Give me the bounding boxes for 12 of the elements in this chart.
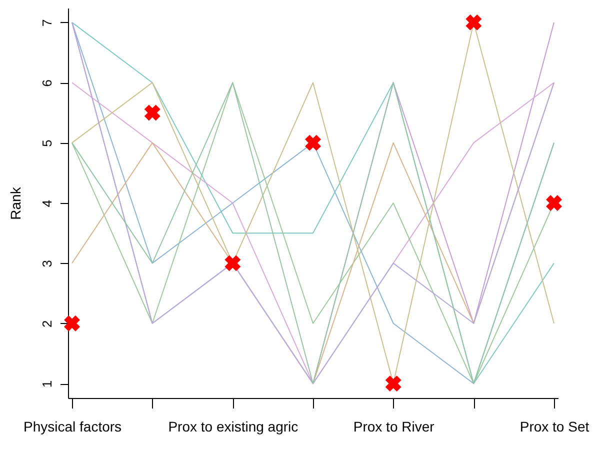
y-tick-label: 7 <box>40 19 54 27</box>
y-tick-label: 5 <box>40 140 54 147</box>
y-tick-label: 3 <box>40 260 54 268</box>
y-tick-label: 4 <box>40 200 54 208</box>
x-tick-label: Prox to existing agric <box>168 418 298 434</box>
x-tick-label: Prox to River <box>353 418 435 434</box>
y-tick-label: 2 <box>40 320 54 328</box>
x-tick-label: Physical factors <box>23 418 122 434</box>
y-axis-title: Rank <box>8 186 24 220</box>
y-tick-label: 1 <box>40 380 54 388</box>
y-tick-label: 6 <box>40 80 54 87</box>
x-tick-label: Prox to Set <box>520 418 590 434</box>
